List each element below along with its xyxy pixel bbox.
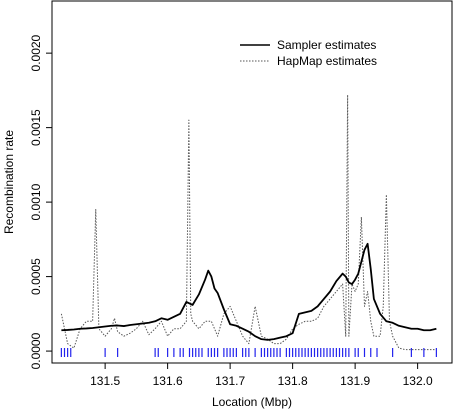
legend-hapmap-label: HapMap estimates (277, 54, 377, 68)
x-tick-label-2: 131.7 (215, 374, 245, 388)
x-tick-label-5: 132.0 (403, 374, 433, 388)
series-line-hapmap (60, 94, 437, 351)
x-tick-label-1: 131.6 (153, 374, 183, 388)
legend: Sampler estimates HapMap estimates (240, 38, 377, 68)
legend-sampler-label: Sampler estimates (277, 38, 376, 52)
x-tick-label-4: 131.9 (340, 374, 370, 388)
y-tick-label-3: 0.0015 (29, 109, 43, 146)
y-axis: 0.0000 0.0005 0.0010 0.0015 0.0020 (29, 34, 52, 369)
y-tick-label-0: 0.0000 (29, 332, 43, 369)
y-tick-label-2: 0.0010 (29, 183, 43, 220)
marker-rug (60, 348, 437, 357)
x-tick-label-3: 131.8 (278, 374, 308, 388)
y-tick-label-1: 0.0005 (29, 258, 43, 295)
x-tick-label-0: 131.5 (90, 374, 120, 388)
x-axis-label: Location (Mbp) (212, 395, 292, 409)
x-axis: 131.5 131.6 131.7 131.8 131.9 132.0 (90, 363, 433, 388)
series-layer (60, 94, 437, 351)
y-tick-label-4: 0.0020 (29, 34, 43, 71)
series-line-sampler (61, 242, 437, 341)
plot-frame (51, 0, 453, 364)
y-axis-label: Recombination rate (2, 130, 16, 234)
